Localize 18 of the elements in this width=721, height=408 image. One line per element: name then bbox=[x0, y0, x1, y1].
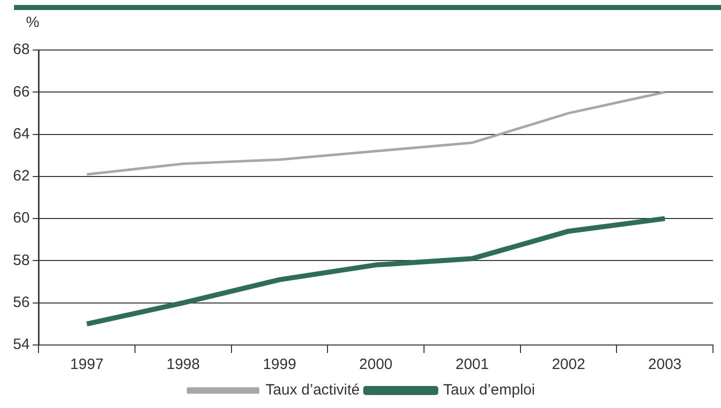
y-tick-label: 68 bbox=[12, 41, 30, 58]
y-tick-label: 62 bbox=[12, 168, 30, 185]
x-tick-label: 1997 bbox=[70, 356, 104, 374]
x-tick-label: 1998 bbox=[166, 356, 200, 374]
y-tick-label: 54 bbox=[12, 336, 30, 354]
x-tick-label: 1999 bbox=[262, 356, 296, 374]
legend-label: Taux d’emploi bbox=[443, 382, 535, 399]
x-tick-label: 2002 bbox=[552, 356, 586, 374]
x-tick-label: 2001 bbox=[455, 356, 489, 374]
y-tick-label: 56 bbox=[12, 294, 30, 311]
y-tick-label: 60 bbox=[12, 210, 30, 227]
y-axis-title: % bbox=[26, 14, 40, 31]
legend-label: Taux d’activité bbox=[266, 382, 360, 399]
x-tick-label: 2003 bbox=[648, 356, 682, 374]
y-tick-label: 58 bbox=[12, 252, 30, 269]
y-tick-label: 66 bbox=[12, 83, 30, 100]
x-tick-label: 2000 bbox=[359, 356, 393, 374]
y-tick-label: 64 bbox=[12, 125, 30, 142]
